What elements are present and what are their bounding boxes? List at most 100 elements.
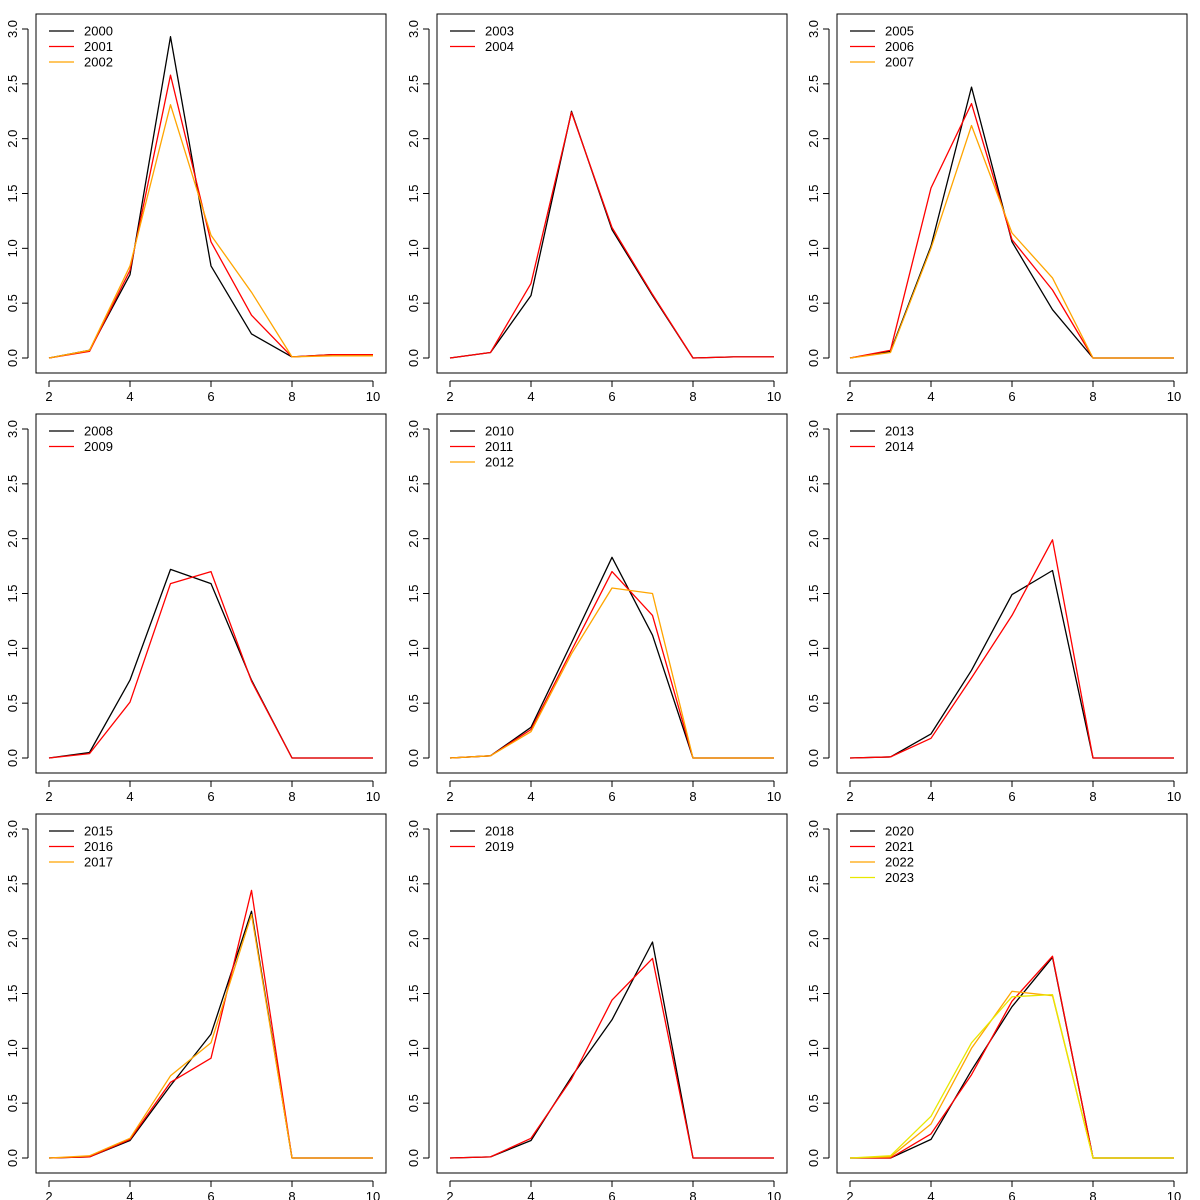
y-tick-label: 3.0 (406, 820, 421, 838)
x-tick-label: 8 (288, 789, 295, 804)
plot-frame (436, 13, 788, 374)
legend-label: 2007 (885, 55, 914, 70)
series-line-2003 (449, 110, 774, 359)
x-tick-label: 10 (366, 389, 380, 404)
plot-frame (436, 813, 788, 1174)
y-tick-label: 2.0 (406, 530, 421, 548)
x-tick-label: 8 (689, 1189, 696, 1200)
x-tick-label: 6 (207, 1189, 214, 1200)
x-tick-label: 4 (126, 789, 133, 804)
y-tick-label: 0.5 (5, 1094, 20, 1112)
x-tick-label: 4 (527, 1189, 534, 1200)
y-tick-label: 1.5 (806, 984, 821, 1002)
x-tick-label: 8 (1089, 789, 1096, 804)
legend-label: 2011 (485, 439, 513, 454)
x-tick-label: 2 (446, 789, 453, 804)
x-tick-label: 10 (767, 789, 781, 804)
x-tick-label: 4 (527, 389, 534, 404)
legend-label: 2018 (485, 824, 514, 839)
y-tick-label: 0.5 (5, 694, 20, 712)
x-tick-label: 6 (1008, 789, 1015, 804)
legend-label: 2001 (84, 39, 113, 54)
x-tick-label: 10 (767, 1189, 781, 1200)
series-line-2009 (48, 570, 373, 759)
series-line-2014 (849, 539, 1174, 759)
x-tick-label: 6 (1008, 389, 1015, 404)
x-tick-label: 2 (446, 389, 453, 404)
x-tick-label: 4 (126, 389, 133, 404)
x-tick-label: 8 (288, 1189, 295, 1200)
y-tick-label: 0.5 (5, 294, 20, 312)
y-tick-label: 1.0 (806, 639, 821, 657)
x-tick-label: 6 (608, 1189, 615, 1200)
y-tick-label: 3.0 (806, 420, 821, 438)
x-tick-label: 4 (927, 789, 934, 804)
legend-label: 2004 (485, 39, 514, 54)
y-tick-label: 1.5 (5, 584, 20, 602)
legend-label: 2020 (885, 824, 914, 839)
y-tick-label: 2.0 (806, 130, 821, 148)
y-tick-label: 1.5 (5, 184, 20, 202)
x-tick-label: 2 (45, 1189, 52, 1200)
y-tick-label: 3.0 (5, 420, 20, 438)
legend-label: 2006 (885, 39, 914, 54)
series-line-2011 (449, 570, 774, 759)
y-tick-label: 2.5 (406, 875, 421, 893)
legend-label: 2021 (885, 839, 914, 854)
x-tick-label: 6 (207, 789, 214, 804)
legend-label: 2008 (84, 424, 113, 439)
y-tick-label: 1.5 (5, 984, 20, 1002)
legend-label: 2012 (485, 455, 514, 470)
legend-label: 2003 (485, 24, 514, 39)
y-tick-label: 0.0 (5, 749, 20, 767)
y-tick-label: 1.5 (406, 984, 421, 1002)
legend-label: 2005 (885, 24, 914, 39)
series-line-2007 (849, 124, 1174, 359)
y-tick-label: 1.0 (5, 239, 20, 257)
series-line-2012 (449, 587, 774, 759)
legend-label: 2000 (84, 24, 113, 39)
y-tick-label: 1.0 (406, 639, 421, 657)
y-tick-label: 1.5 (806, 584, 821, 602)
x-tick-label: 4 (126, 1189, 133, 1200)
y-tick-label: 3.0 (5, 20, 20, 38)
y-tick-label: 0.0 (806, 749, 821, 767)
x-tick-label: 10 (366, 789, 380, 804)
plot-frame (436, 413, 788, 774)
y-tick-label: 1.5 (806, 184, 821, 202)
x-tick-label: 6 (1008, 1189, 1015, 1200)
y-tick-label: 1.0 (806, 1039, 821, 1057)
y-tick-label: 2.5 (5, 75, 20, 93)
plot-frame (35, 413, 387, 774)
x-tick-label: 6 (207, 389, 214, 404)
y-tick-label: 3.0 (806, 820, 821, 838)
x-tick-label: 6 (608, 789, 615, 804)
x-tick-label: 8 (288, 389, 295, 404)
x-tick-label: 8 (1089, 389, 1096, 404)
y-tick-label: 0.0 (806, 349, 821, 367)
y-tick-label: 1.0 (5, 1039, 20, 1057)
y-tick-label: 1.5 (406, 184, 421, 202)
x-tick-label: 2 (45, 789, 52, 804)
x-tick-label: 10 (1167, 1189, 1181, 1200)
x-tick-label: 6 (608, 389, 615, 404)
y-tick-label: 1.5 (406, 584, 421, 602)
series-line-2020 (850, 956, 1174, 1159)
x-tick-label: 4 (527, 789, 534, 804)
y-tick-label: 0.5 (406, 294, 421, 312)
legend-label: 2023 (885, 870, 914, 885)
x-tick-label: 8 (1089, 1189, 1096, 1200)
plot-frame (836, 413, 1188, 774)
y-tick-label: 2.0 (5, 130, 20, 148)
legend-label: 2009 (84, 439, 113, 454)
y-tick-label: 0.0 (806, 1149, 821, 1167)
y-tick-label: 3.0 (406, 20, 421, 38)
series-line-2013 (849, 569, 1174, 759)
y-tick-label: 2.5 (5, 475, 20, 493)
y-tick-label: 2.5 (5, 875, 20, 893)
y-tick-label: 2.0 (5, 930, 20, 948)
